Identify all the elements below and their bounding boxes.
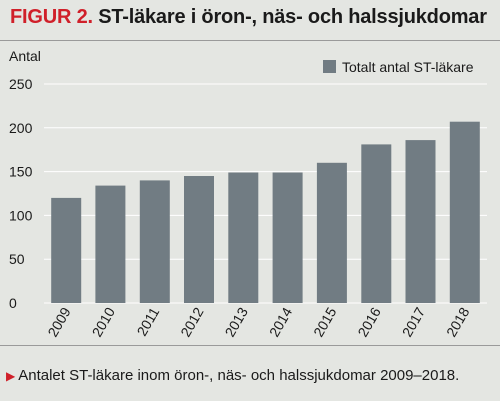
bar-2012	[184, 176, 214, 303]
legend-swatch	[323, 60, 336, 73]
bar-2016	[361, 144, 392, 303]
y-tick-label: 50	[9, 251, 25, 267]
bar-2011	[139, 180, 170, 303]
figure-title: ST-läkare i öron-, näs- och halssjukdoma…	[98, 6, 487, 28]
caption-text: Antalet ST-läkare inom öron-, näs- och h…	[18, 367, 460, 384]
y-tick-label: 200	[9, 120, 33, 136]
x-tick-label: 2012	[177, 304, 207, 339]
chart-title: FIGUR 2. ST-läkare i öron-, näs- och hal…	[10, 6, 487, 29]
bar-2013	[228, 172, 259, 303]
x-tick-label: 2015	[310, 304, 340, 339]
x-tick-label: 2009	[44, 304, 74, 339]
x-tick-label: 2010	[89, 304, 119, 339]
x-tick-label: 2016	[354, 304, 384, 339]
bar-2009	[51, 197, 82, 303]
bottom-divider	[0, 345, 500, 346]
bar-2018	[449, 121, 480, 303]
x-tick-label: 2017	[399, 304, 429, 339]
top-divider	[0, 40, 500, 41]
x-tick-label: 2013	[222, 304, 252, 339]
bar-2015	[316, 162, 347, 303]
figure-label: FIGUR 2.	[10, 6, 93, 28]
y-tick-label: 250	[9, 76, 33, 92]
caption-bullet-icon: ▶	[6, 369, 16, 383]
figure-caption: ▶ Antalet ST-läkare inom öron-, näs- och …	[6, 367, 459, 384]
bar-2014	[272, 172, 303, 303]
y-axis-label: Antal	[9, 48, 41, 64]
x-tick-label: 2011	[133, 304, 162, 338]
x-tick-label: 2018	[443, 304, 473, 339]
bar-2017	[405, 140, 436, 303]
y-tick-label: 100	[9, 207, 33, 223]
x-tick-label: 2014	[266, 304, 296, 339]
legend-label: Totalt antal ST-läkare	[342, 59, 474, 75]
bar-2010	[95, 185, 126, 303]
y-tick-label: 0	[9, 295, 17, 311]
y-tick-label: 150	[9, 164, 33, 180]
